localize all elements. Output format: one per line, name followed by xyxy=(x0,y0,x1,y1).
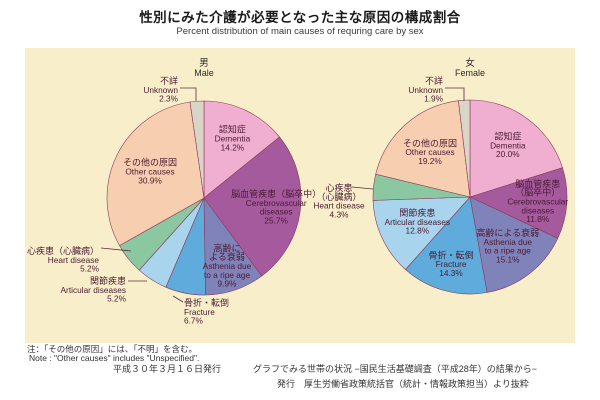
pie-label-female-dementia: 認知症 Dementia 20.0% xyxy=(490,131,526,160)
publish-date: 平成３０年３月１６日発行 xyxy=(113,364,222,374)
pie-label-female-fracture: 骨折・転倒 Fracture 14.3% xyxy=(429,249,474,278)
pie-label-female-cerebrovascular-diseases: 脳血管疾患（脳卒中） Cerebrovascular diseases 11.8% xyxy=(507,178,568,224)
pie-label-male-fracture: 骨折・転倒 Fracture 6.7% xyxy=(184,297,229,326)
leader-line-male-fracture xyxy=(172,295,184,303)
pie-slice-female-dementia xyxy=(469,99,563,198)
pie-female: 女 Female 認知症 Dementia 20.0% 脳血管疾患（脳卒中） Cerebro… xyxy=(313,57,568,295)
note-en: Note : "Other causes" includes "Unspecif… xyxy=(29,353,200,363)
pie-label-female-asthenia-due-to-a-ripe-age: 高齢による衰弱 Asthenia due to a ripe age 15.1% xyxy=(476,227,539,264)
pie-label-male-dementia: 認知症 Dementia 14.2% xyxy=(215,124,251,153)
pie-slice-female-asthenia-due-to-a-ripe-age xyxy=(469,196,559,293)
chart-title-en: Percent distribution of main causes of r… xyxy=(176,26,424,37)
pie-label-male-asthenia-due-to-a-ripe-age: 高齢による衰弱 Asthenia due to a ripe age 9.9% xyxy=(203,242,252,288)
pie-label-male-unknown: 不詳 Unknown 2.3% xyxy=(143,75,178,104)
pie-label-male-heart-disease: 心疾患（心臓病） Heart disease 5.2% xyxy=(27,245,100,274)
leader-line-female-unknown xyxy=(445,87,465,101)
pie-slice-female-fracture xyxy=(405,196,488,295)
note-ja: 注：「その他の原因」には、「不明」を含む。 xyxy=(27,344,198,354)
pie-label-male-other-causes: その他の原因 Other causes 30.9% xyxy=(123,157,177,186)
pie-slice-male-other-causes xyxy=(106,101,205,247)
pie-male: 男 Male 認知症 Dementia 14.2% 脳血管疾患（脳卒中） Cerebrova… xyxy=(27,58,321,326)
pie-slice-female-articular-diseases xyxy=(372,196,471,270)
source-publisher: 発行 厚生労働省政策統括官（統計・情報政策担当）より抜粋 xyxy=(277,379,529,389)
pie-label-female-unknown: 不詳 Unknown 1.9% xyxy=(408,75,443,104)
pie-title-female: 女 Female xyxy=(455,57,485,78)
pie-slice-male-unknown xyxy=(189,100,205,199)
leader-line-male-heart-disease xyxy=(100,247,132,252)
pie-title-male: 男 Male xyxy=(194,58,214,78)
pie-label-female-other-causes: その他の原因 Other causes 19.2% xyxy=(403,137,457,166)
source-title: グラフでみる世帯の状況 −国民生活基礎調査（平成28年）の結果から− xyxy=(253,364,538,374)
leader-line-male-unknown xyxy=(180,87,197,101)
pie-slice-male-cerebrovascular-diseases xyxy=(203,136,302,277)
pie-slice-male-dementia xyxy=(203,100,280,199)
pie-label-female-articular-diseases: 関節疾患 Articular diseases 12.8% xyxy=(385,207,450,236)
leader-line-female-heart-disease xyxy=(351,186,374,190)
chart-title-ja: 性別にみた介護が必要となった主な原因の構成割合 xyxy=(139,10,461,25)
pie-label-female-heart-disease: 心疾患（心臓病） Heart disease 4.3% xyxy=(313,182,365,219)
pie-label-male-articular-diseases: 関節疾患 Articular diseases 5.2% xyxy=(61,275,127,304)
pie-label-male-cerebrovascular-diseases: 脳血管疾患（脳卒中） Cerebrovascular diseases 25.7% xyxy=(231,188,321,225)
pie-slice-female-other-causes xyxy=(375,100,471,198)
pie-slice-female-cerebrovascular-diseases xyxy=(469,167,568,239)
